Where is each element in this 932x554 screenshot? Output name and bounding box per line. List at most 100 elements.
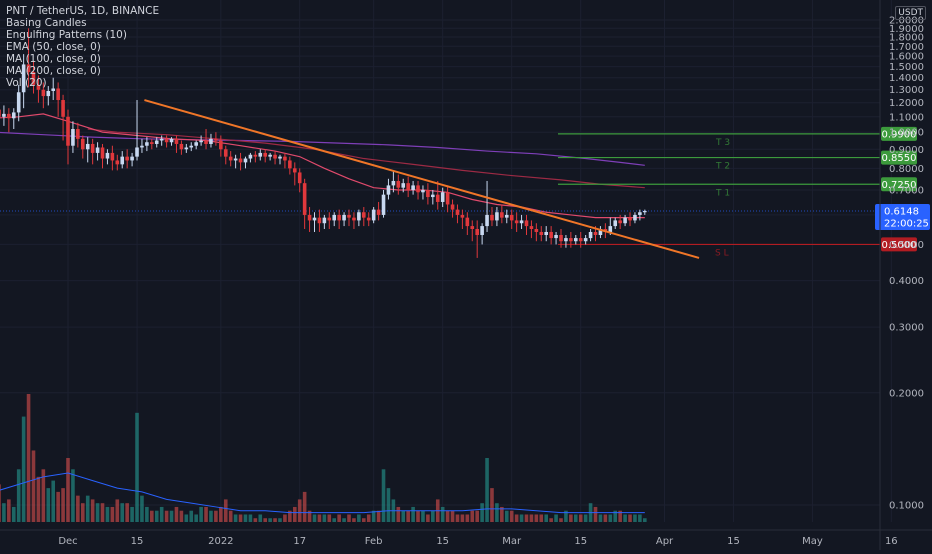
candle-body[interactable] (7, 113, 11, 119)
candle-body[interactable] (115, 160, 120, 165)
candle-body[interactable] (214, 138, 218, 141)
candle-body[interactable] (593, 231, 598, 236)
candle-body[interactable] (347, 214, 351, 218)
indicator-engulfing-patterns[interactable]: Engulfing Patterns (10) (6, 29, 127, 41)
candle-body[interactable] (475, 229, 479, 236)
candle-body[interactable] (357, 212, 361, 221)
candle-body[interactable] (549, 231, 553, 239)
candle-body[interactable] (233, 158, 238, 161)
candle-body[interactable] (150, 142, 154, 144)
candle-body[interactable] (559, 235, 563, 242)
candle-body[interactable] (524, 220, 529, 227)
candle-body[interactable] (569, 238, 573, 242)
candle-body[interactable] (169, 138, 174, 143)
candle-body[interactable] (194, 142, 198, 146)
candle-body[interactable] (578, 238, 583, 242)
candle-body[interactable] (135, 147, 139, 157)
candle-body[interactable] (80, 138, 85, 150)
candle-body[interactable] (120, 156, 125, 165)
candle-body[interactable] (46, 90, 51, 97)
candle-body[interactable] (204, 140, 208, 144)
candle-body[interactable] (179, 143, 184, 150)
candle-body[interactable] (495, 212, 499, 221)
candle-body[interactable] (11, 112, 16, 119)
candle-body[interactable] (613, 220, 618, 227)
candle-body[interactable] (283, 156, 287, 161)
candle-body[interactable] (16, 92, 21, 113)
candle-body[interactable] (2, 113, 6, 117)
candle-body[interactable] (509, 214, 514, 221)
candle-body[interactable] (302, 183, 307, 215)
candle-body[interactable] (110, 152, 115, 161)
candle-body[interactable] (623, 217, 627, 224)
candle-body[interactable] (312, 217, 317, 221)
indicator-ma100[interactable]: MA (100, close, 0) (6, 53, 101, 65)
candle-body[interactable] (140, 145, 144, 148)
candle-body[interactable] (519, 220, 524, 224)
candle-body[interactable] (145, 142, 149, 146)
candle-body[interactable] (317, 217, 322, 224)
candle-body[interactable] (514, 220, 519, 224)
candle-body[interactable] (31, 72, 36, 85)
candle-body[interactable] (573, 238, 578, 242)
symbol-title[interactable]: PNT / TetherUS, 1D, BINANCE (6, 5, 160, 17)
candle-body[interactable] (366, 217, 371, 221)
candle-body[interactable] (209, 138, 213, 144)
candle-body[interactable] (426, 189, 430, 198)
candle-body[interactable] (258, 152, 263, 157)
candle-body[interactable] (297, 172, 302, 184)
candle-body[interactable] (440, 192, 445, 202)
candle-body[interactable] (184, 147, 189, 150)
indicator-ema50[interactable]: EMA (50, close, 0) (6, 41, 101, 53)
indicator-basing-candles[interactable]: Basing Candles (6, 17, 87, 29)
candle-body[interactable] (342, 214, 346, 221)
candle-body[interactable] (0, 109, 1, 117)
candle-body[interactable] (470, 226, 475, 230)
trendline[interactable] (144, 99, 700, 259)
candle-body[interactable] (598, 229, 603, 236)
indicator-volume[interactable]: Vol (20) (6, 77, 47, 89)
candle-body[interactable] (268, 154, 272, 157)
candle-body[interactable] (588, 231, 593, 239)
candle-body[interactable] (174, 138, 179, 144)
indicator-ma200[interactable]: MA (200, close, 0) (6, 65, 101, 77)
candle-body[interactable] (371, 209, 376, 221)
candle-body[interactable] (554, 235, 558, 239)
candle-body[interactable] (455, 209, 460, 215)
candle-body[interactable] (381, 194, 386, 215)
candle-body[interactable] (253, 154, 258, 157)
candle-body[interactable] (564, 238, 568, 242)
candle-body[interactable] (386, 185, 391, 195)
candle-body[interactable] (337, 214, 341, 221)
candle-body[interactable] (583, 238, 588, 242)
candle-body[interactable] (465, 217, 470, 227)
candle-body[interactable] (71, 129, 75, 146)
candle-body[interactable] (95, 147, 100, 153)
candle-body[interactable] (500, 212, 504, 218)
currency-unit-badge[interactable]: USDT (895, 6, 926, 20)
candle-body[interactable] (288, 160, 292, 169)
candle-body[interactable] (41, 89, 46, 97)
candle-body[interactable] (219, 140, 223, 150)
candle-body[interactable] (292, 168, 297, 173)
candle-body[interactable] (26, 64, 31, 73)
candle-body[interactable] (130, 156, 134, 161)
candle-body[interactable] (85, 143, 90, 150)
candle-body[interactable] (480, 226, 484, 236)
candle-body[interactable] (529, 226, 534, 230)
candle-body[interactable] (273, 154, 277, 159)
candle-body[interactable] (278, 156, 282, 159)
candle-body[interactable] (332, 214, 337, 221)
candle-body[interactable] (189, 145, 194, 148)
candle-body[interactable] (608, 226, 613, 232)
candle-body[interactable] (238, 158, 243, 163)
candle-body[interactable] (421, 189, 425, 193)
candle-body[interactable] (534, 229, 539, 232)
candle-body[interactable] (199, 140, 203, 143)
candle-body[interactable] (36, 84, 41, 90)
candle-body[interactable] (391, 180, 396, 186)
candle-body[interactable] (460, 214, 465, 218)
candle-body[interactable] (223, 149, 228, 157)
